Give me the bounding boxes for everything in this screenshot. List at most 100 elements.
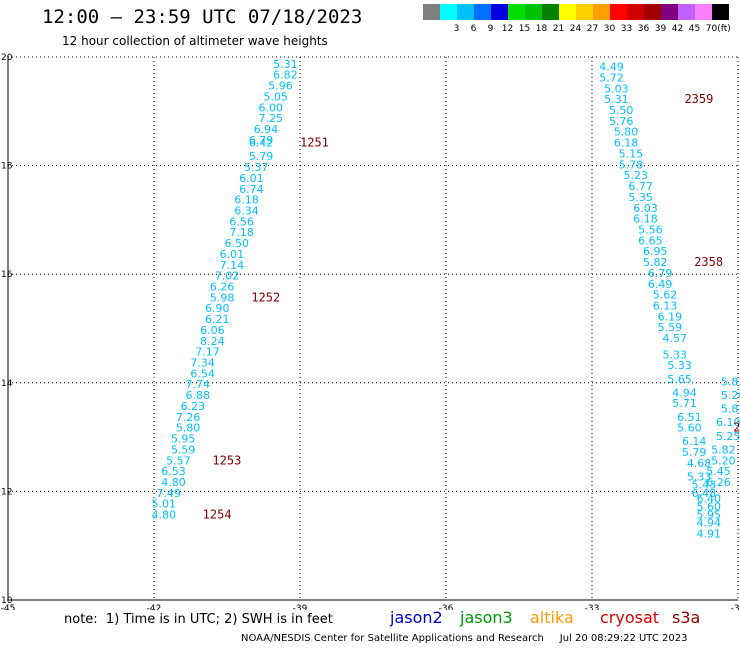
swh-value: 6.06 bbox=[200, 324, 225, 337]
legend-label: 45 bbox=[688, 24, 701, 34]
swh-value: 6.94 bbox=[254, 123, 279, 136]
swh-value: 5.03 bbox=[604, 82, 629, 95]
swh-value: 6.23 bbox=[181, 400, 206, 413]
legend-label: 15 bbox=[518, 24, 531, 34]
legend-label: 36 bbox=[637, 24, 650, 34]
swh-value: 5.45 bbox=[706, 465, 731, 478]
swh-value: 6.34 bbox=[234, 204, 259, 217]
legend-label: 6 bbox=[470, 24, 477, 34]
mission-label: jason3 bbox=[460, 608, 513, 627]
swh-value: 6.82 bbox=[273, 69, 298, 82]
swh-value: 6.21 bbox=[205, 313, 230, 326]
swh-value: 6.18 bbox=[234, 194, 259, 207]
swh-value: 5.81 bbox=[721, 403, 740, 416]
swh-value: 5.98 bbox=[210, 291, 235, 304]
legend-swatch bbox=[457, 4, 474, 20]
swh-value: 7.14 bbox=[220, 259, 245, 272]
time-label: 1254 bbox=[203, 508, 232, 522]
legend-label: 21 bbox=[552, 24, 565, 34]
wave-height-plot: -45-42-39-36-33-301012141618205.316.825.… bbox=[1, 53, 740, 610]
swh-value: 5.20 bbox=[711, 454, 736, 467]
swh-value: 7.17 bbox=[195, 346, 220, 359]
legend-swatch bbox=[695, 4, 712, 20]
swh-value: 5.20 bbox=[721, 389, 740, 402]
chart-subtitle: 12 hour collection of altimeter wave hei… bbox=[62, 34, 328, 48]
swh-value: 6.54 bbox=[190, 367, 215, 380]
swh-value: 6.90 bbox=[205, 302, 230, 315]
swh-value: 4.94 bbox=[672, 386, 697, 399]
time-label: 1251 bbox=[300, 136, 329, 150]
mission-label: s3a bbox=[672, 608, 701, 627]
swh-value: 4.94 bbox=[697, 517, 722, 530]
swh-value: 5.60 bbox=[677, 422, 702, 435]
swh-value: 4.91 bbox=[697, 528, 722, 541]
legend-swatch bbox=[678, 4, 695, 20]
legend-swatch bbox=[491, 4, 508, 20]
legend-label: 18 bbox=[535, 24, 548, 34]
swh-value: 5.56 bbox=[638, 223, 663, 236]
swh-value: 6.53 bbox=[161, 465, 186, 478]
swh-value: 5.95 bbox=[697, 509, 722, 522]
swh-value: 5.65 bbox=[667, 373, 692, 386]
swh-value: 5.33 bbox=[667, 359, 692, 372]
swh-value: 5.62 bbox=[653, 289, 678, 302]
time-label: 1253 bbox=[212, 453, 241, 467]
swh-value: 5.82 bbox=[711, 443, 736, 456]
x-tick-label: -42 bbox=[147, 604, 162, 610]
time-label: 1252 bbox=[251, 290, 280, 304]
swh-value: 6.77 bbox=[628, 180, 653, 193]
legend-label: 3 bbox=[453, 24, 460, 34]
swh-value: 5.15 bbox=[619, 147, 644, 160]
swh-value: 7.74 bbox=[186, 378, 211, 391]
legend-swatch bbox=[627, 4, 644, 20]
legend-swatch bbox=[712, 4, 729, 20]
time-label: 1903 bbox=[738, 527, 740, 541]
swh-value: 6.10 bbox=[716, 416, 740, 429]
swh-value: 6.88 bbox=[186, 389, 211, 402]
y-tick-label: 20 bbox=[1, 53, 13, 63]
swh-value: 6.95 bbox=[643, 245, 668, 258]
legend-label: 33 bbox=[620, 24, 633, 34]
legend-swatch bbox=[610, 4, 627, 20]
swh-value: 4.80 bbox=[161, 476, 186, 489]
x-tick-label: -45 bbox=[1, 604, 16, 610]
swh-value: 5.71 bbox=[672, 397, 697, 410]
swh-value: 5.59 bbox=[658, 321, 683, 334]
footer-credit: NOAA/NESDIS Center for Satellite Applica… bbox=[241, 633, 688, 644]
swh-value: 5.25 bbox=[716, 430, 740, 443]
color-legend: 3 6 9 12 15 18 21 24 27 30 33 36 39 42 45 70 (ft) bbox=[423, 4, 731, 34]
swh-value: 5.96 bbox=[268, 80, 293, 93]
swh-value: 6.18 bbox=[614, 137, 639, 150]
swh-value: 5.80 bbox=[176, 422, 201, 435]
legend-swatch bbox=[440, 4, 457, 20]
swh-value: 5.76 bbox=[609, 115, 634, 128]
legend-label: 12 bbox=[501, 24, 514, 34]
swh-value: 5.57 bbox=[166, 454, 191, 467]
legend-label: 27 bbox=[586, 24, 599, 34]
swh-value: 5.82 bbox=[643, 256, 668, 269]
legend-swatch bbox=[644, 4, 661, 20]
swh-value: 6.01 bbox=[239, 172, 264, 185]
swh-value: 5.33 bbox=[662, 348, 687, 361]
legend-swatch bbox=[508, 4, 525, 20]
swh-value: 6.03 bbox=[633, 202, 658, 215]
swh-value: 7.18 bbox=[229, 226, 254, 239]
y-tick-label: 16 bbox=[1, 270, 13, 280]
legend-swatch bbox=[525, 4, 542, 20]
swh-value: 5.05 bbox=[263, 90, 288, 103]
swh-value: 6.19 bbox=[658, 310, 683, 323]
swh-value: 4.68 bbox=[687, 457, 712, 470]
swh-value: 5.43 bbox=[692, 479, 717, 492]
legend-swatch bbox=[576, 4, 593, 20]
swh-value: 5.95 bbox=[171, 433, 196, 446]
swh-value: 6.79 bbox=[249, 134, 274, 147]
time-label: 2357 bbox=[733, 421, 740, 435]
swh-value: 6.26 bbox=[706, 476, 731, 489]
swh-value: 5.83 bbox=[721, 376, 740, 389]
swh-value: 6.79 bbox=[648, 267, 673, 280]
legend-swatch bbox=[423, 4, 440, 20]
units-note: note: 1) Time is in UTC; 2) SWH is in fe… bbox=[64, 612, 333, 627]
swh-value: 5.31 bbox=[604, 93, 629, 106]
swh-value: 7.02 bbox=[215, 270, 240, 283]
swh-value: 5.33 bbox=[687, 471, 712, 484]
